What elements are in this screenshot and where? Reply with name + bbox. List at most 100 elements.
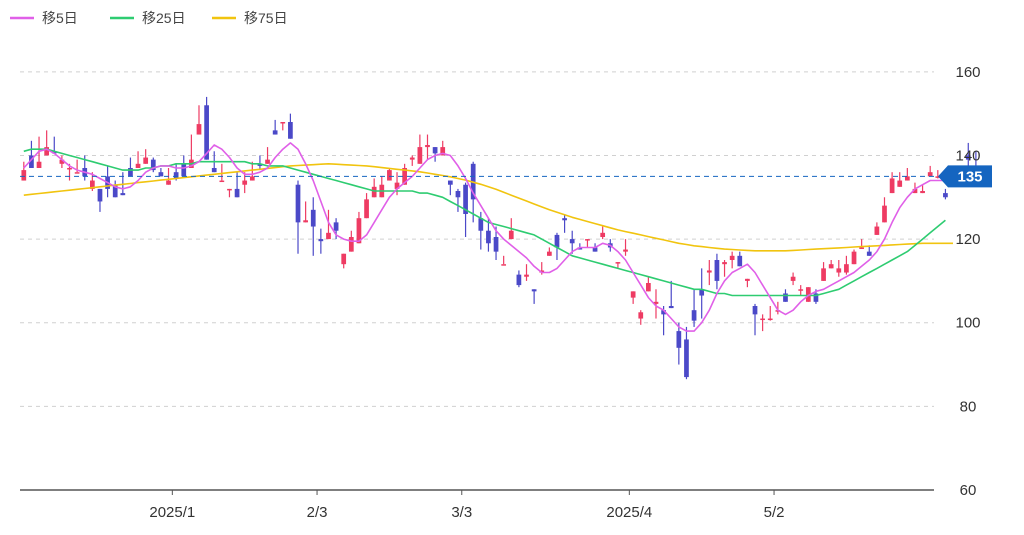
candle-body: [630, 291, 636, 298]
candle-body: [478, 218, 484, 231]
candle-body: [89, 180, 95, 189]
candle-body: [326, 232, 331, 240]
candle-body: [927, 172, 933, 177]
y-tick-label: 140: [955, 147, 980, 164]
candle-body: [904, 176, 910, 181]
candle-body: [51, 151, 57, 154]
candle-body: [646, 283, 651, 292]
candle-body: [790, 276, 796, 281]
candle-body: [722, 262, 727, 265]
candle-body: [227, 188, 232, 191]
legend: 移5日 移25日 移75日: [10, 10, 288, 26]
candle-body: [204, 105, 209, 160]
x-tick-label: 2/3: [307, 504, 328, 521]
candle-body: [760, 318, 765, 321]
candle-body: [166, 180, 171, 185]
candle-body: [546, 251, 552, 256]
candle-body: [158, 172, 164, 177]
candle-body: [585, 239, 590, 241]
candle-body: [310, 209, 316, 227]
x-tick-label: 2025/1: [149, 504, 195, 521]
candle-body: [181, 163, 187, 177]
candle-body: [249, 176, 255, 181]
candle-body: [592, 247, 598, 252]
candle-body: [371, 186, 377, 198]
candle-body: [767, 318, 773, 321]
candle-body: [463, 184, 468, 214]
current-price-label: 135: [957, 168, 982, 185]
x-tick-label: 3/3: [451, 504, 472, 521]
candle-body: [828, 264, 834, 269]
candle-body: [661, 310, 666, 315]
candle-body: [211, 168, 217, 173]
candle-body: [242, 180, 248, 185]
candle-body: [562, 218, 567, 221]
moving-average-lines: [23, 142, 984, 332]
ma5-line: [23, 142, 984, 332]
candle-body: [653, 301, 659, 304]
legend-label-ma5: 移5日: [42, 10, 78, 26]
candle-body: [44, 147, 50, 156]
candle-body: [798, 289, 804, 291]
candle-body: [112, 184, 118, 198]
candle-body: [417, 147, 423, 164]
candle-body: [333, 222, 339, 231]
current-price-badge: [938, 165, 992, 188]
candle-body: [935, 176, 941, 178]
candle-body: [288, 122, 293, 139]
candle-body: [859, 247, 865, 249]
candle-body: [706, 270, 712, 273]
candle-body: [577, 247, 583, 250]
candle-body: [943, 193, 948, 198]
candle-body: [569, 239, 575, 244]
candle-body: [257, 163, 263, 166]
candle-body: [303, 220, 308, 223]
candle-body: [234, 188, 240, 198]
candle-body: [447, 180, 453, 185]
legend-label-ma75: 移75日: [244, 10, 288, 26]
ma75-line: [23, 163, 953, 252]
candle-body: [554, 234, 560, 248]
candle-body: [74, 172, 80, 174]
candle-body: [638, 312, 644, 319]
candle-body: [455, 191, 461, 198]
candle-body: [912, 188, 918, 194]
candle-body: [356, 218, 362, 244]
axes: 60 80 100 120 140 160 2025/1 2/3 3/3 2025/4 5/2 135: [20, 64, 992, 521]
candle-body: [821, 268, 826, 281]
candle-body: [882, 205, 887, 223]
candle-body: [851, 251, 857, 265]
candle-body: [729, 255, 735, 260]
candle-body: [21, 170, 27, 181]
candle-body: [402, 168, 408, 185]
candle-body: [699, 289, 705, 296]
candle-body: [364, 199, 369, 219]
candle-body: [394, 182, 400, 189]
candle-body: [67, 168, 72, 170]
candle-body: [219, 180, 225, 183]
candle-body: [36, 161, 42, 168]
candle-body: [143, 157, 149, 164]
legend-label-ma25: 移25日: [142, 10, 186, 26]
candle-body: [135, 163, 141, 168]
candle-body: [965, 155, 971, 160]
candle-body: [150, 159, 156, 171]
candle-body: [432, 147, 438, 154]
candle-body: [600, 232, 606, 237]
candle-body: [844, 264, 849, 273]
candle-body: [676, 331, 682, 348]
candle-body: [691, 310, 697, 321]
candle-body: [623, 249, 628, 252]
candle-body: [866, 251, 872, 256]
y-tick-label: 60: [960, 482, 977, 499]
candlesticks: [21, 96, 986, 380]
candle-body: [737, 255, 743, 267]
candle-body: [745, 278, 750, 281]
candle-body: [440, 147, 446, 156]
candle-body: [120, 193, 126, 196]
candle-body: [836, 268, 842, 273]
candle-body: [539, 270, 545, 273]
candle-body: [59, 159, 65, 164]
candle-body: [920, 191, 925, 194]
